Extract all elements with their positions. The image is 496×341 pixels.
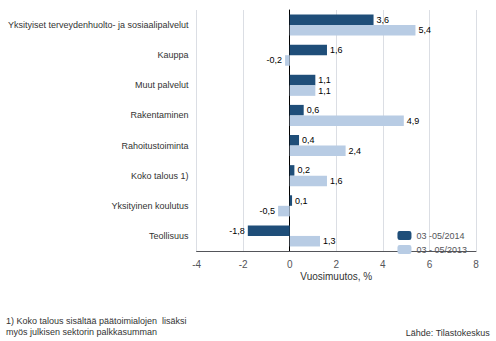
svg-text:8: 8 <box>473 259 479 270</box>
svg-text:-4: -4 <box>192 259 201 270</box>
svg-text:Vuosimuutos, %: Vuosimuutos, % <box>300 271 372 282</box>
svg-text:-1,8: -1,8 <box>229 226 245 236</box>
svg-text:2,4: 2,4 <box>349 146 362 156</box>
svg-text:-2: -2 <box>239 259 248 270</box>
svg-text:myös julkisen sektorin palkkas: myös julkisen sektorin palkkasumman <box>6 327 157 337</box>
svg-text:Lähde: Tilastokeskus: Lähde: Tilastokeskus <box>406 328 491 338</box>
svg-text:Muut palvelut: Muut palvelut <box>135 80 189 90</box>
svg-text:03 - 05/2013: 03 - 05/2013 <box>416 245 467 255</box>
svg-text:Koko talous 1): Koko talous 1) <box>131 171 189 181</box>
svg-text:4,9: 4,9 <box>407 116 420 126</box>
svg-text:Rahoitustoiminta: Rahoitustoiminta <box>122 141 189 151</box>
svg-text:0: 0 <box>287 259 293 270</box>
svg-text:Yksityinen koulutus: Yksityinen koulutus <box>112 201 190 211</box>
svg-text:1,1: 1,1 <box>318 75 331 85</box>
svg-text:03 -05/2014: 03 -05/2014 <box>416 231 464 241</box>
svg-text:4: 4 <box>380 259 386 270</box>
svg-text:1,6: 1,6 <box>330 176 343 186</box>
svg-text:6: 6 <box>427 259 433 270</box>
svg-text:1,3: 1,3 <box>323 236 336 246</box>
svg-text:-0,5: -0,5 <box>260 206 276 216</box>
svg-text:0,6: 0,6 <box>307 105 320 115</box>
svg-text:0,1: 0,1 <box>295 196 308 206</box>
svg-text:1,1: 1,1 <box>318 86 331 96</box>
svg-text:5,4: 5,4 <box>418 25 431 35</box>
svg-text:0,2: 0,2 <box>297 165 310 175</box>
svg-text:3,6: 3,6 <box>377 15 390 25</box>
svg-text:2: 2 <box>334 259 340 270</box>
svg-text:1) Koko talous sisältää päätoi: 1) Koko talous sisältää päätoimialojen l… <box>6 316 187 326</box>
svg-text:Kauppa: Kauppa <box>158 50 189 60</box>
svg-text:Yksityiset terveydenhuolto- ja: Yksityiset terveydenhuolto- ja sosiaalip… <box>8 20 189 30</box>
svg-text:Teollisuus: Teollisuus <box>149 231 189 241</box>
svg-text:0,4: 0,4 <box>302 135 315 145</box>
svg-text:-0,2: -0,2 <box>267 55 283 65</box>
svg-text:Rakentaminen: Rakentaminen <box>131 110 189 120</box>
svg-text:1,6: 1,6 <box>330 45 343 55</box>
